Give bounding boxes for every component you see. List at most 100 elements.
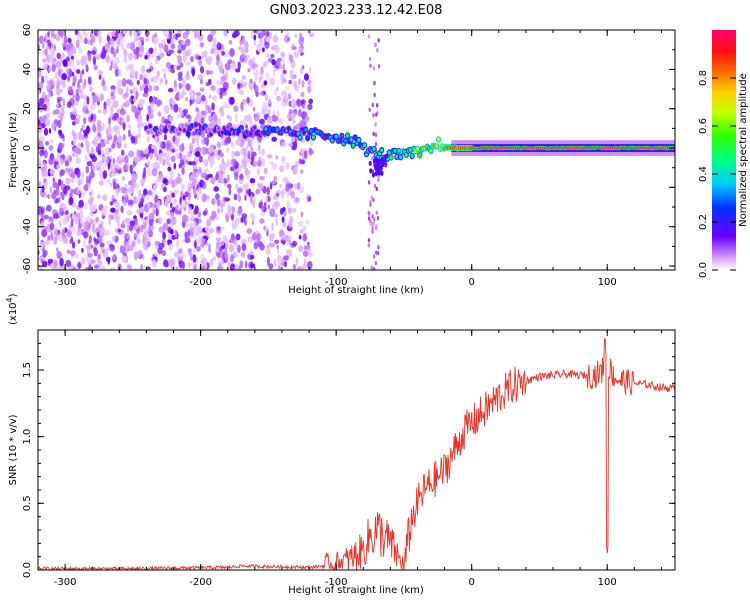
noise-cell [165, 61, 171, 69]
noise-cell [101, 80, 106, 87]
noise-cell [54, 227, 58, 237]
noise-cell [167, 33, 171, 40]
noise-cell [158, 226, 165, 233]
noise-cell [225, 70, 229, 80]
noise-cell [221, 161, 227, 171]
noise-cell [83, 100, 87, 109]
ridge-cell [346, 133, 350, 138]
noise-cell [224, 82, 230, 88]
noise-cell [92, 228, 96, 234]
ridge-cell [194, 122, 198, 127]
noise-cell [282, 63, 286, 70]
noise-cell [221, 139, 226, 147]
noise-cell [210, 47, 215, 55]
noise-cell [226, 136, 232, 144]
noise-cell [48, 79, 54, 87]
noise-cell [368, 211, 371, 216]
noise-cell [177, 114, 181, 119]
noise-cell [40, 71, 43, 76]
noise-cell [200, 110, 207, 116]
snr-multiplier-exponent: 4 [5, 297, 14, 302]
noise-cell [204, 262, 208, 269]
noise-cell [286, 190, 289, 198]
noise-cell [299, 67, 304, 75]
noise-cell [178, 82, 183, 90]
noise-cell [86, 144, 90, 153]
noise-cell [253, 68, 259, 78]
noise-cell [205, 57, 209, 63]
noise-cell [129, 97, 133, 102]
ridge-cell [351, 143, 355, 148]
noise-cell [266, 186, 270, 196]
noise-cell [198, 59, 203, 66]
noise-cell [166, 162, 172, 167]
noise-cell [371, 225, 374, 231]
noise-cell [124, 155, 129, 164]
noise-cell [145, 152, 149, 160]
noise-cell [132, 105, 138, 114]
noise-cell [306, 116, 309, 122]
noise-cell [184, 237, 191, 244]
noise-cell [285, 184, 290, 192]
noise-cell [103, 101, 107, 110]
noise-cell [185, 83, 191, 91]
noise-cell [189, 222, 194, 228]
colorbar-label: Normalized spectral amplitude [738, 73, 749, 227]
noise-cell [222, 178, 228, 184]
noise-cell [144, 30, 150, 37]
noise-cell [288, 142, 293, 148]
noise-cell [259, 176, 265, 181]
noise-cell [293, 80, 298, 87]
noise-cell [196, 195, 200, 200]
noise-cell [72, 107, 78, 117]
ridge-cell [380, 170, 384, 176]
noise-cell [288, 240, 292, 245]
noise-cell [271, 163, 278, 171]
noise-cell [292, 98, 295, 107]
noise-cell [83, 117, 87, 125]
noise-cell [129, 164, 133, 174]
noise-cell [45, 113, 51, 118]
noise-cell [249, 79, 253, 84]
noise-cell [85, 175, 92, 184]
noise-cell [375, 226, 378, 231]
x-tick-label: 0 [469, 577, 475, 588]
noise-cell [77, 114, 81, 120]
noise-cell [49, 186, 53, 194]
noise-cell [160, 77, 163, 84]
noise-cell [244, 194, 247, 201]
noise-cell [75, 157, 81, 165]
noise-cell [197, 74, 204, 80]
noise-cell [168, 243, 174, 251]
noise-cell [58, 68, 61, 77]
noise-cell [297, 220, 303, 227]
noise-cell [54, 161, 59, 166]
x-tick-label: -300 [54, 277, 77, 288]
noise-cell [49, 138, 55, 144]
noise-cell [121, 149, 125, 156]
noise-cell [66, 249, 71, 255]
noise-cell [92, 35, 96, 43]
noise-cell [178, 93, 184, 100]
noise-cell [280, 55, 286, 64]
noise-cell [72, 152, 76, 157]
noise-cell [263, 167, 268, 175]
noise-cell [90, 103, 96, 111]
noise-cell [124, 217, 131, 224]
noise-cell [367, 243, 370, 248]
noise-cell [285, 86, 289, 91]
noise-cell [266, 53, 269, 58]
noise-cell [83, 184, 89, 192]
ridge-cell [167, 124, 171, 129]
noise-cell [99, 242, 105, 248]
noise-cell [98, 180, 104, 186]
noise-cell [140, 65, 146, 73]
noise-cell [64, 160, 70, 167]
svg-text:(x104): (x104) [5, 293, 19, 325]
noise-cell [169, 228, 174, 235]
noise-cell [147, 135, 150, 143]
noise-cell [186, 202, 191, 207]
noise-cell [375, 186, 378, 192]
noise-cell [182, 54, 187, 63]
noise-cell [154, 46, 158, 56]
